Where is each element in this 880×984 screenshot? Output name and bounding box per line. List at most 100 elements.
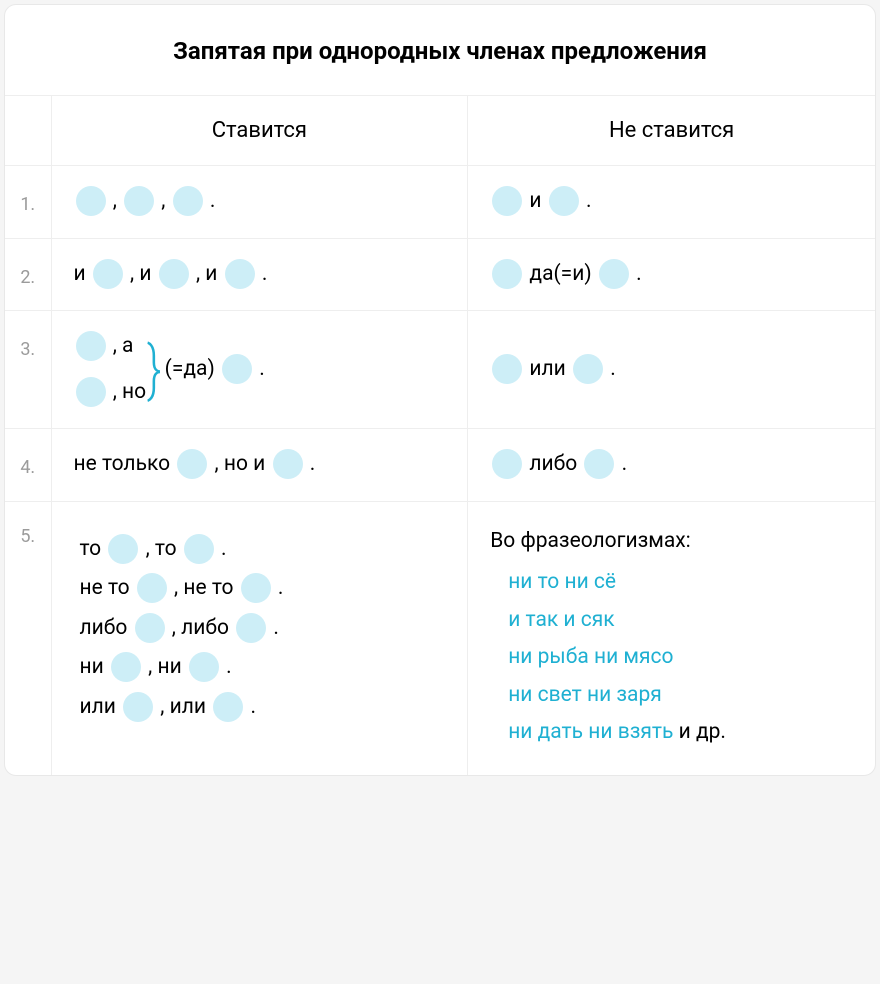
- sep: (=да): [165, 357, 220, 381]
- idiom-item: ни то ни сё: [490, 567, 853, 599]
- table-row: 3. , а , но } (=да) . или .: [5, 311, 875, 429]
- placeholder-dot: [213, 692, 243, 722]
- sep: , ни: [143, 655, 187, 679]
- row-num: 2.: [5, 238, 51, 311]
- grammar-table-card: Запятая при однородных членах предложени…: [4, 4, 876, 776]
- sep: .: [245, 695, 256, 719]
- no-cell: Во фразеологизмах: ни то ни сё и так и с…: [468, 501, 875, 775]
- placeholder-dot: [225, 259, 255, 289]
- placeholder-dot: [173, 186, 203, 216]
- sep: , и: [191, 262, 223, 286]
- sep: .: [268, 616, 279, 640]
- brace-left-group: , а , но: [74, 331, 147, 408]
- pre: не то: [80, 576, 135, 600]
- table-row: 1. , , . и .: [5, 166, 875, 239]
- placeholder-dot: [76, 377, 106, 407]
- placeholder-dot: [492, 354, 522, 384]
- idioms-title: Во фразеологизмах:: [490, 526, 853, 558]
- no-cell: да(=и) .: [468, 238, 875, 311]
- placeholder-dot: [123, 692, 153, 722]
- sep: , но: [108, 380, 147, 404]
- no-cell: либо .: [468, 429, 875, 502]
- yes-cell: , , .: [51, 166, 468, 239]
- row-num: 3.: [5, 311, 51, 429]
- table-row: 5. то , то . не то , не то . либо , либо…: [5, 501, 875, 775]
- placeholder-dot: [189, 652, 219, 682]
- yes-cell: не только , но и .: [51, 429, 468, 502]
- placeholder-dot: [93, 259, 123, 289]
- sep: , то: [140, 537, 181, 561]
- placeholder-dot: [184, 534, 214, 564]
- sep: .: [605, 357, 616, 381]
- sep: .: [254, 357, 265, 381]
- sep: , и: [125, 262, 157, 286]
- curly-brace-icon: }: [147, 345, 161, 395]
- sep: либо: [524, 452, 582, 476]
- pre: то: [80, 537, 107, 561]
- placeholder-dot: [108, 534, 138, 564]
- row-num: 5.: [5, 501, 51, 775]
- pre: ни: [80, 655, 109, 679]
- placeholder-dot: [599, 259, 629, 289]
- sep: ,: [156, 189, 171, 213]
- sep: , или: [155, 695, 211, 719]
- sep: .: [257, 262, 268, 286]
- idiom-item: ни свет ни заря: [490, 680, 853, 712]
- yes-cell: то , то . не то , не то . либо , либо . …: [51, 501, 468, 775]
- brace-right-group: (=да) .: [165, 354, 265, 386]
- placeholder-dot: [584, 449, 614, 479]
- sep: .: [305, 452, 316, 476]
- sep: .: [221, 655, 232, 679]
- pre: или: [80, 695, 122, 719]
- placeholder-dot: [124, 186, 154, 216]
- sep: , но и: [209, 452, 270, 476]
- placeholder-dot: [273, 449, 303, 479]
- sep: да(=и): [524, 262, 597, 286]
- idiom-item: и так и сяк: [490, 605, 853, 637]
- placeholder-dot: [222, 354, 252, 384]
- placeholder-dot: [177, 449, 207, 479]
- placeholder-dot: [549, 186, 579, 216]
- placeholder-dot: [492, 186, 522, 216]
- pre: не только: [74, 452, 176, 476]
- idiom-item: ни рыба ни мясо: [490, 642, 853, 674]
- placeholder-dot: [492, 259, 522, 289]
- yes-cell: , а , но } (=да) .: [51, 311, 468, 429]
- no-cell: или .: [468, 311, 875, 429]
- idiom-text: ни дать ни взять: [508, 720, 673, 744]
- placeholder-dot: [111, 652, 141, 682]
- sep: .: [581, 189, 592, 213]
- brace-group: , а , но } (=да) .: [74, 331, 446, 408]
- placeholder-dot: [135, 613, 165, 643]
- idiom-item-last: ни дать ни взять и др.: [490, 717, 853, 749]
- col-yes-header: Ставится: [51, 96, 468, 166]
- placeholder-dot: [76, 331, 106, 361]
- placeholder-dot: [492, 449, 522, 479]
- pre: либо: [80, 616, 133, 640]
- placeholder-dot: [241, 573, 271, 603]
- sep: .: [631, 262, 642, 286]
- no-cell: и .: [468, 166, 875, 239]
- placeholder-dot: [573, 354, 603, 384]
- sep: ,: [108, 189, 123, 213]
- sep: .: [205, 189, 216, 213]
- sep: , а: [108, 334, 134, 358]
- row-num: 1.: [5, 166, 51, 239]
- sep: , не то: [169, 576, 239, 600]
- yes-cell: и , и , и .: [51, 238, 468, 311]
- col-num-header: [5, 96, 51, 166]
- sep: или: [524, 357, 571, 381]
- sep: .: [216, 537, 227, 561]
- table-row: 4. не только , но и . либо .: [5, 429, 875, 502]
- rules-table: Ставится Не ставится 1. , , . и . 2. и ,…: [5, 95, 875, 775]
- idiom-etc: и др.: [673, 720, 726, 744]
- pre: и: [74, 262, 91, 286]
- sep: .: [273, 576, 284, 600]
- sep: , либо: [167, 616, 235, 640]
- table-row: 2. и , и , и . да(=и) .: [5, 238, 875, 311]
- sep: и: [524, 189, 547, 213]
- placeholder-dot: [137, 573, 167, 603]
- card-title: Запятая при однородных членах предложени…: [5, 5, 875, 95]
- placeholder-dot: [159, 259, 189, 289]
- placeholder-dot: [76, 186, 106, 216]
